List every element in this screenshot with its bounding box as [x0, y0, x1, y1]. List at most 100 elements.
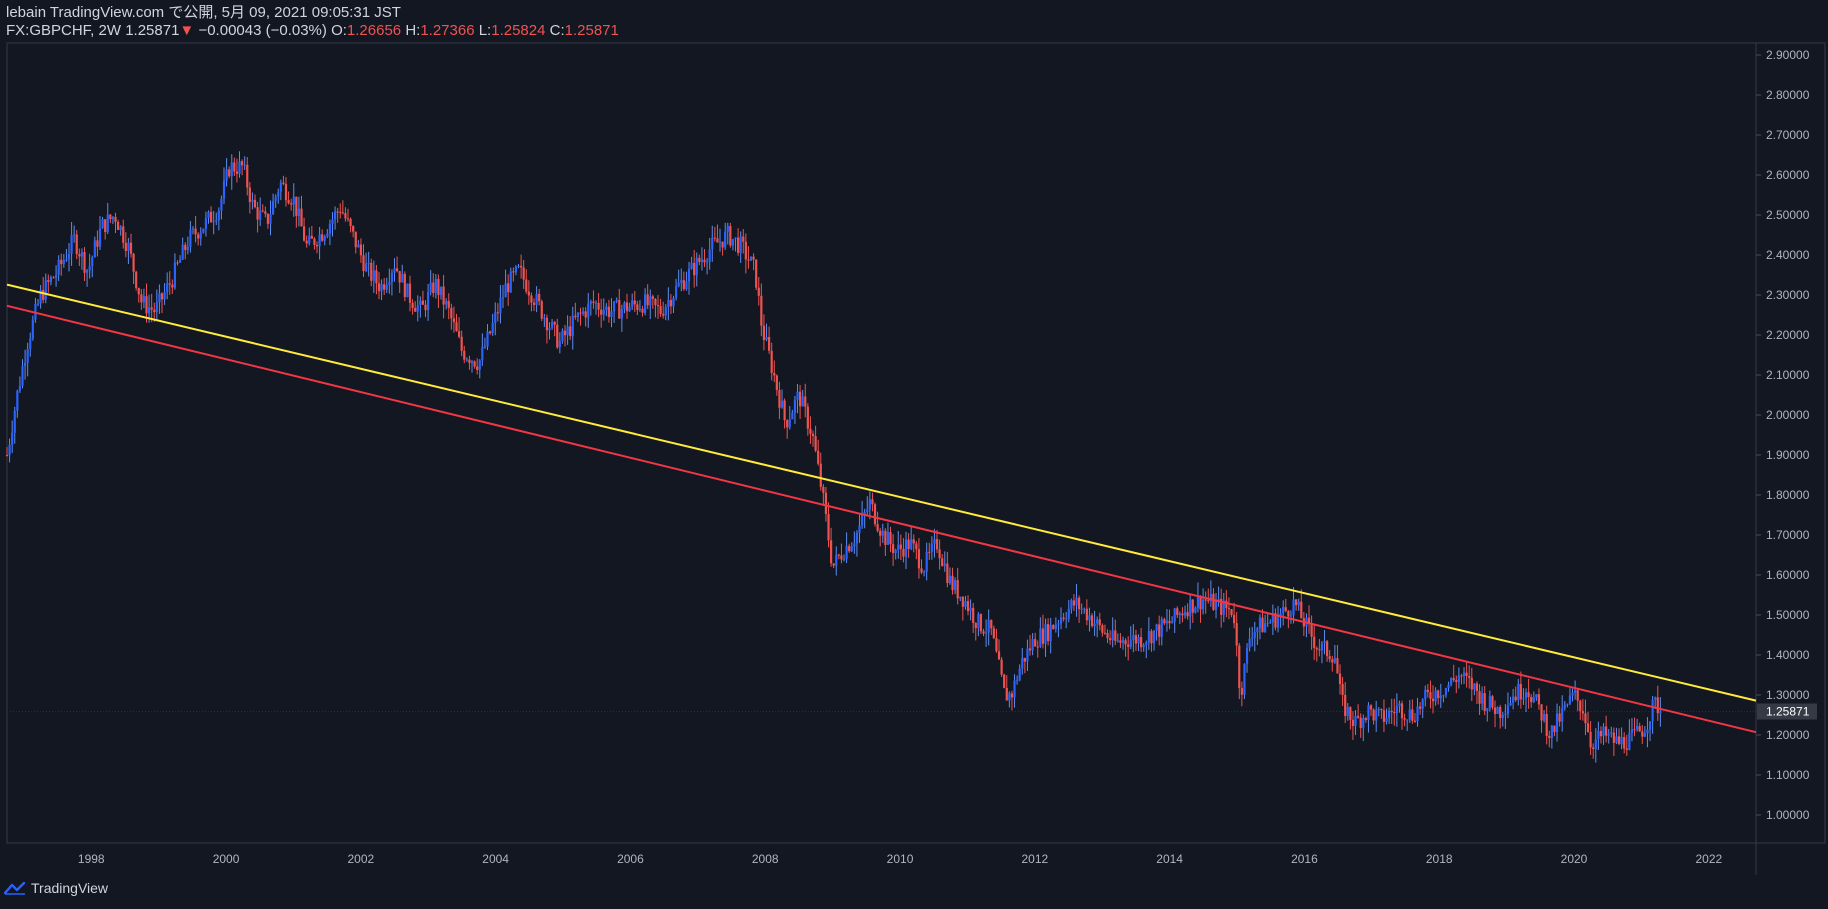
candle-down	[1372, 709, 1375, 721]
candle-down	[47, 280, 50, 283]
candle-down	[233, 162, 236, 172]
candle-down	[768, 337, 771, 351]
candle-down	[1493, 707, 1497, 714]
candle-up	[708, 249, 711, 262]
candle-up	[1264, 623, 1267, 633]
candle-up	[364, 263, 368, 271]
candle-up	[1636, 726, 1639, 730]
candle-down	[1225, 600, 1228, 609]
candle-up	[605, 306, 608, 310]
time-tick-label: 2008	[752, 852, 779, 866]
candle-up	[1408, 709, 1411, 720]
candle-up	[1075, 597, 1078, 606]
low-value: 1.25824	[491, 22, 546, 39]
candle-down	[321, 234, 324, 241]
candle-up	[88, 266, 91, 271]
candle-up	[388, 282, 391, 286]
candle-down	[476, 366, 479, 370]
candle-down	[1369, 705, 1373, 710]
candle-down	[1227, 608, 1231, 610]
candle-down	[1103, 632, 1107, 634]
candle-up	[1248, 638, 1251, 648]
candle-down	[432, 282, 435, 294]
candle-up	[1651, 699, 1654, 722]
candle-down	[1617, 736, 1621, 744]
candle-down	[721, 241, 724, 248]
candle-up	[1266, 622, 1269, 624]
candle-down	[507, 283, 510, 293]
candle-up	[44, 280, 47, 300]
candle-down	[956, 580, 959, 599]
candle-down	[282, 182, 285, 184]
trendlines-layer[interactable]	[6, 283, 1757, 734]
candle-up	[801, 396, 804, 407]
candle-down	[1514, 696, 1517, 701]
candle-up	[1269, 622, 1272, 624]
candle-down	[1336, 658, 1339, 674]
candle-up	[1289, 615, 1293, 617]
candle-up	[243, 164, 246, 166]
candle-up	[1057, 623, 1060, 625]
candle-up	[70, 234, 73, 254]
candle-up	[543, 317, 546, 319]
candle-up	[985, 632, 988, 634]
candle-up	[163, 292, 166, 300]
time-axis[interactable]: 1998 2000 2002 2004 2006 2008 2010 2012 2014 2016…	[78, 852, 1723, 866]
candle-up	[1504, 713, 1507, 715]
candle-up	[868, 499, 871, 510]
candle-up	[308, 235, 311, 244]
candle-up	[845, 545, 848, 560]
open-label: O:	[331, 22, 347, 39]
candle-up	[558, 341, 561, 348]
candle-down	[656, 304, 660, 307]
candle-up	[1132, 635, 1135, 641]
candle-down	[1119, 640, 1122, 643]
candle-down	[1380, 709, 1383, 711]
candle-down	[1558, 713, 1561, 722]
candle-down	[313, 238, 316, 245]
candle-up	[1367, 705, 1370, 721]
candle-down	[1413, 720, 1417, 722]
candle-up	[1416, 706, 1419, 722]
candle-down	[145, 296, 148, 314]
candle-down	[941, 558, 944, 566]
candle-down	[995, 638, 998, 652]
price-axis[interactable]: 1.00000 1.10000 1.20000 1.30000 1.40000 1.500…	[1756, 48, 1817, 822]
candle-down	[256, 207, 259, 220]
candle-down	[421, 300, 425, 305]
candle-up	[1173, 608, 1176, 622]
candle-down	[339, 211, 342, 213]
candle-down	[1656, 697, 1659, 714]
candle-down	[248, 187, 251, 202]
time-tick-label: 2010	[887, 852, 914, 866]
candle-up	[1209, 593, 1212, 602]
candle-down	[1062, 617, 1065, 619]
candle-up	[1271, 613, 1274, 623]
price-tick-label: 1.80000	[1766, 488, 1810, 502]
candle-up	[765, 337, 768, 340]
candle-up	[1189, 599, 1192, 617]
candle-down	[669, 299, 673, 307]
candle-down	[912, 539, 915, 544]
candle-down	[75, 234, 78, 255]
candle-up	[749, 256, 753, 261]
time-tick-label: 2006	[617, 852, 644, 866]
candle-down	[284, 183, 288, 201]
candle-up	[1434, 690, 1437, 702]
candle-up	[494, 312, 497, 324]
candle-up	[514, 266, 518, 273]
candle-up	[279, 182, 282, 192]
candle-down	[375, 270, 378, 284]
price-tick-label: 2.90000	[1766, 48, 1810, 62]
candle-down	[1431, 698, 1435, 702]
candle-up	[323, 236, 326, 241]
candle-up	[439, 286, 443, 296]
candle-down	[411, 302, 414, 309]
candle-up	[478, 360, 481, 370]
candle-down	[1429, 692, 1432, 699]
candle-up	[1615, 736, 1618, 743]
candle-up	[1279, 613, 1282, 618]
candle-down	[1238, 645, 1241, 689]
candle-down	[902, 548, 905, 557]
